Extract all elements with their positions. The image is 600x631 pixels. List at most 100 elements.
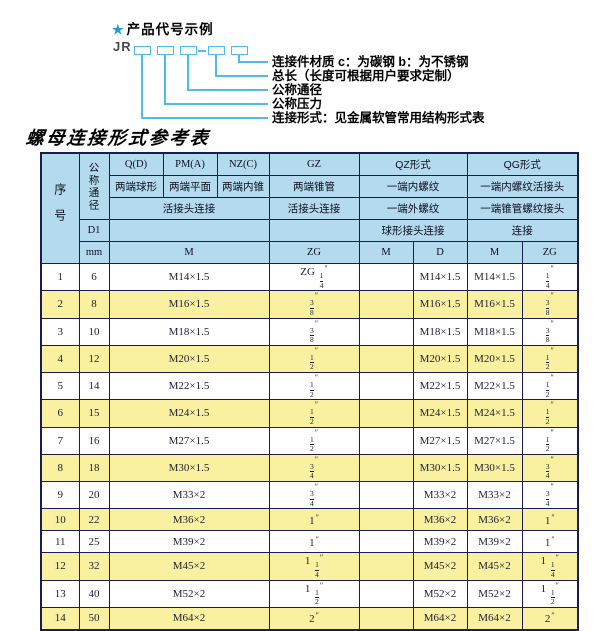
table-row: 14 50 M64×2 2″ M64×2 M64×2 2″ xyxy=(40,606,579,631)
header-unit-qz-d: D xyxy=(412,241,468,264)
cell-seq: 10 xyxy=(40,508,80,532)
cell-gz-zg: 1 2 ″ xyxy=(268,371,360,401)
cell-m: M30×1.5 xyxy=(108,453,270,483)
connector-line xyxy=(215,75,268,77)
cell-gz-zg: 3 8 ″ xyxy=(268,317,360,346)
cell-qz-m xyxy=(358,290,414,319)
header-conn-gz: 活接头连接 xyxy=(268,197,360,220)
cell-seq: 6 xyxy=(40,399,80,428)
connector-line xyxy=(238,61,268,63)
cell-qg-zg: 1″ xyxy=(521,530,579,554)
cell-seq: 2 xyxy=(40,290,80,319)
header-form-qd: Q(D) xyxy=(108,152,164,176)
cell-gz-zg: 1 2 ″ xyxy=(268,344,360,374)
cell-qz-d: M16×1.5 xyxy=(412,290,468,319)
cell-dn: 14 xyxy=(78,371,110,401)
cell-qg-m: M45×2 xyxy=(466,552,523,581)
cell-qz-m xyxy=(358,579,414,608)
cell-m: M45×2 xyxy=(108,552,270,581)
cell-seq: 11 xyxy=(40,530,80,554)
cell-seq: 5 xyxy=(40,371,80,401)
cell-m: M39×2 xyxy=(108,530,270,554)
cell-qz-d: M36×2 xyxy=(412,508,468,532)
cell-qg-m: M33×2 xyxy=(466,480,523,510)
cell-m: M64×2 xyxy=(108,606,270,631)
header-form-pm: PM(A) xyxy=(162,152,218,176)
header-unit-m: M xyxy=(108,241,270,264)
header-conn2-qz: 球形接头连接 xyxy=(358,219,468,242)
code-box-3 xyxy=(180,46,197,55)
connector-line xyxy=(187,54,189,90)
cell-qg-zg: 1 2 ″ xyxy=(521,344,579,374)
cell-seq: 12 xyxy=(40,552,80,581)
header-conn-qz: 一端外螺纹 xyxy=(358,197,468,220)
table-row: 6 15 M24×1.5 1 2 ″ M24×1.5 M24×1.5 1 2 ″ xyxy=(40,399,579,428)
cell-qg-zg: 1 2 ″ xyxy=(521,399,579,428)
cell-qg-zg: 1 2 ″ xyxy=(521,426,579,455)
header-unit-qg-m: M xyxy=(466,241,523,264)
cell-gz-zg: 1 2 ″ xyxy=(268,399,360,428)
cell-gz-zg: 3 8 ″ xyxy=(268,290,360,319)
table-row: 4 12 M20×1.5 1 2 ″ M20×1.5 M20×1.5 1 2 ″ xyxy=(40,344,579,374)
connector-line xyxy=(187,89,268,91)
cell-qz-d: M14×1.5 xyxy=(412,262,468,292)
cell-gz-zg: 2″ xyxy=(268,606,360,631)
cell-m: M20×1.5 xyxy=(108,344,270,374)
cell-qz-d: M30×1.5 xyxy=(412,453,468,483)
code-box-5 xyxy=(231,46,248,55)
diagram-title-text: 产品代号示例 xyxy=(126,22,214,37)
cell-m: M33×2 xyxy=(108,480,270,510)
code-box-1 xyxy=(134,46,151,55)
cell-qz-d: M64×2 xyxy=(412,606,468,631)
cell-seq: 8 xyxy=(40,453,80,483)
dash-separator xyxy=(198,50,206,52)
diagram-title: ★ 产品代号示例 xyxy=(112,18,214,38)
header-conn-qg: 一端锥管螺纹接头 xyxy=(466,197,579,220)
cell-qz-m xyxy=(358,426,414,455)
table-row: 3 10 M18×1.5 3 8 ″ M18×1.5 M18×1.5 3 8 ″ xyxy=(40,317,579,346)
cell-qz-m xyxy=(358,453,414,483)
cell-qz-d: M27×1.5 xyxy=(412,426,468,455)
cell-qg-zg: 3 8 ″ xyxy=(521,317,579,346)
header-form-qg: QG形式 xyxy=(466,152,579,176)
cell-dn: 6 xyxy=(78,262,110,292)
cell-dn: 8 xyxy=(78,290,110,319)
cell-qg-zg: 3 8 ″ xyxy=(521,290,579,319)
cell-dn: 20 xyxy=(78,480,110,510)
cell-seq: 1 xyxy=(40,262,80,292)
cell-m: M27×1.5 xyxy=(108,426,270,455)
cell-qz-m xyxy=(358,262,414,292)
nut-connection-table: 序号 公称通径 Q(D) PM(A) NZ(C) GZ QZ形式 QG形式 两端… xyxy=(40,152,579,631)
cell-qz-d: M18×1.5 xyxy=(412,317,468,346)
cell-qg-m: M27×1.5 xyxy=(466,426,523,455)
cell-qg-zg: 3 4 ″ xyxy=(521,480,579,510)
header-empty-left xyxy=(108,219,270,242)
cell-qz-d: M52×2 xyxy=(412,579,468,608)
cell-gz-zg: 1″ xyxy=(268,508,360,532)
table-row: 9 20 M33×2 3 4 ″ M33×2 M33×2 3 4 ″ xyxy=(40,480,579,510)
cell-qg-m: M30×1.5 xyxy=(466,453,523,483)
table-header: 序号 公称通径 Q(D) PM(A) NZ(C) GZ QZ形式 QG形式 两端… xyxy=(40,152,579,264)
cell-seq: 3 xyxy=(40,317,80,346)
table-row: 1 6 M14×1.5 ZG 1 4 ″ M14×1.5 M14×1.5 1 4 ″ xyxy=(40,262,579,292)
cell-gz-zg: 3 4 ″ xyxy=(268,480,360,510)
table-row: 2 8 M16×1.5 3 8 ″ M16×1.5 M16×1.5 3 8 ″ xyxy=(40,290,579,319)
cell-qz-d: M45×2 xyxy=(412,552,468,581)
cell-seq: 4 xyxy=(40,344,80,374)
cell-qg-m: M22×1.5 xyxy=(466,371,523,401)
connector-line xyxy=(238,54,240,62)
header-form-qz: QZ形式 xyxy=(358,152,468,176)
cell-qg-m: M20×1.5 xyxy=(466,344,523,374)
table-row: 7 16 M27×1.5 1 2 ″ M27×1.5 M27×1.5 1 2 ″ xyxy=(40,426,579,455)
cell-qg-m: M14×1.5 xyxy=(466,262,523,292)
header-seq: 序号 xyxy=(40,152,80,264)
product-code-diagram: ★ 产品代号示例 JR 连接件材质 c：为碳钢 b：为不锈钢 总长（长度可根据用户… xyxy=(0,0,600,150)
cell-m: M16×1.5 xyxy=(108,290,270,319)
cell-gz-zg: ZG 1 4 ″ xyxy=(268,262,360,292)
header-desc-pm: 两端平面 xyxy=(162,175,218,198)
cell-dn: 12 xyxy=(78,344,110,374)
cell-qg-m: M52×2 xyxy=(466,579,523,608)
table-row: 5 14 M22×1.5 1 2 ″ M22×1.5 M22×1.5 1 2 ″ xyxy=(40,371,579,401)
header-desc-gz: 两端锥管 xyxy=(268,175,360,198)
header-unit-qz-m: M xyxy=(358,241,414,264)
